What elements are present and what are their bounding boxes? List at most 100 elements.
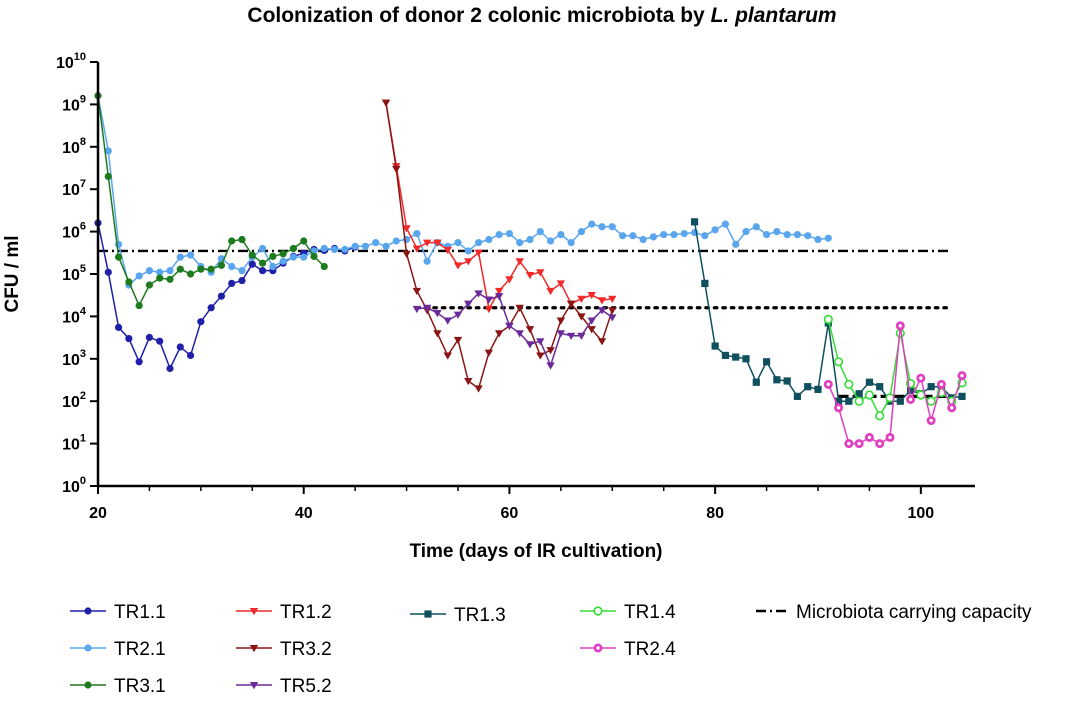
data-point-tr1-3 xyxy=(927,383,935,391)
y-axis-label: CFU / ml xyxy=(2,235,23,312)
data-point-tr5-2 xyxy=(505,322,514,331)
data-point-tr1-2 xyxy=(474,249,483,257)
y-tick-label: 102 xyxy=(62,390,86,411)
data-point-tr1-1 xyxy=(156,337,164,345)
data-point-tr2-1 xyxy=(135,272,143,280)
data-point-tr5-2 xyxy=(433,310,442,318)
data-point-tr1-1 xyxy=(104,268,112,276)
data-point-tr1-4 xyxy=(844,379,854,389)
legend-swatch-marker xyxy=(249,608,259,616)
data-point-tr1-1 xyxy=(217,292,226,300)
data-point-tr3-1 xyxy=(135,301,143,310)
data-point-tr3-1 xyxy=(176,265,184,273)
legend-label: TR3.2 xyxy=(280,639,332,660)
data-point-tr3-2 xyxy=(443,352,452,360)
legend-label: TR5.2 xyxy=(280,676,332,697)
data-point-tr3-1 xyxy=(238,235,246,244)
data-point-tr1-3 xyxy=(855,390,863,398)
legend-swatch-marker xyxy=(84,607,92,615)
data-point-tr2-1 xyxy=(660,230,668,239)
data-point-tr1-2 xyxy=(515,258,524,266)
data-point-tr1-2 xyxy=(433,239,442,247)
data-point-tr3-2 xyxy=(546,347,555,355)
data-point-tr1-2 xyxy=(402,225,411,233)
data-point-tr2-1 xyxy=(711,226,719,234)
data-point-tr5-2 xyxy=(494,293,504,301)
data-point-tr2-1 xyxy=(618,232,627,240)
data-point-tr1-2 xyxy=(608,295,617,304)
data-point-tr2-1 xyxy=(783,230,791,239)
data-point-tr5-2 xyxy=(587,317,596,325)
legend-item-tr3-1: TR3.1 xyxy=(70,676,166,697)
series-line-tr2-1 xyxy=(97,95,829,287)
legend-item-tr3-2: TR3.2 xyxy=(236,639,332,660)
y-tick-label: 100 xyxy=(62,475,86,496)
data-point-tr1-3 xyxy=(690,218,699,226)
data-point-tr5-2 xyxy=(597,307,607,315)
data-point-tr3-1 xyxy=(125,278,133,286)
data-point-tr2-1 xyxy=(258,244,267,253)
data-point-tr2-4 xyxy=(936,379,946,389)
series-tr5-2 xyxy=(412,290,617,370)
data-point-tr2-1 xyxy=(516,239,524,247)
data-point-tr1-2 xyxy=(453,262,463,270)
data-point-tr2-1 xyxy=(804,232,812,240)
data-point-tr1-3 xyxy=(701,279,709,288)
data-point-tr3-2 xyxy=(525,326,535,334)
data-point-tr2-4 xyxy=(885,432,895,442)
data-point-tr1-2 xyxy=(536,269,545,277)
data-point-tr5-2 xyxy=(464,300,473,308)
y-tick-label: 105 xyxy=(62,263,86,284)
data-point-tr1-3 xyxy=(762,358,771,366)
data-point-tr2-1 xyxy=(732,240,740,248)
x-tick-label: 20 xyxy=(89,505,107,522)
data-point-tr3-2 xyxy=(433,330,442,338)
legend-swatch-marker xyxy=(424,610,432,618)
data-point-tr1-3 xyxy=(865,378,874,386)
data-point-tr5-2 xyxy=(566,332,576,340)
data-point-tr2-1 xyxy=(413,229,421,238)
y-tick-label: 107 xyxy=(62,178,86,199)
data-point-tr1-2 xyxy=(587,291,596,300)
x-tick-label: 100 xyxy=(908,505,935,522)
data-point-tr3-2 xyxy=(474,385,483,393)
legend-item-tr1-1: TR1.1 xyxy=(70,602,166,623)
data-point-tr2-1 xyxy=(341,245,349,254)
data-point-tr1-1 xyxy=(114,323,123,332)
data-point-tr5-2 xyxy=(608,314,617,322)
data-point-tr1-3 xyxy=(804,383,812,391)
data-point-tr2-1 xyxy=(680,229,688,238)
legend-label: TR1.4 xyxy=(624,602,676,623)
legend-label: TR1.1 xyxy=(114,602,166,623)
legend-item-tr1-2: TR1.2 xyxy=(236,602,332,623)
y-tick-label: 103 xyxy=(62,348,86,369)
data-point-tr1-2 xyxy=(443,246,452,255)
data-point-tr2-1 xyxy=(361,242,370,250)
data-point-tr1-3 xyxy=(793,392,802,400)
data-point-tr1-3 xyxy=(896,397,904,405)
data-point-tr2-1 xyxy=(577,228,586,236)
legend-swatch-marker xyxy=(84,644,92,652)
data-point-tr5-2 xyxy=(556,330,566,338)
data-point-tr2-1 xyxy=(330,245,339,254)
data-point-tr2-1 xyxy=(474,239,483,247)
data-point-tr3-1 xyxy=(258,259,267,267)
data-point-tr1-3 xyxy=(732,353,740,361)
data-point-tr2-4 xyxy=(823,379,833,389)
data-point-tr3-1 xyxy=(217,261,226,269)
data-point-tr2-1 xyxy=(639,235,647,244)
data-point-tr2-1 xyxy=(752,223,760,231)
data-point-tr1-1 xyxy=(186,351,195,360)
data-point-tr2-1 xyxy=(238,267,246,275)
x-tick-label: 80 xyxy=(706,505,724,522)
data-point-tr2-1 xyxy=(320,244,328,253)
data-point-tr5-2 xyxy=(484,296,494,304)
data-point-tr2-1 xyxy=(485,235,493,244)
data-point-tr5-2 xyxy=(515,330,524,338)
data-point-tr2-4 xyxy=(844,439,854,449)
data-point-tr1-2 xyxy=(464,258,473,266)
data-point-tr2-1 xyxy=(557,230,565,239)
data-point-tr1-3 xyxy=(906,386,915,394)
data-point-tr5-2 xyxy=(443,317,452,325)
data-point-tr5-2 xyxy=(422,304,432,312)
